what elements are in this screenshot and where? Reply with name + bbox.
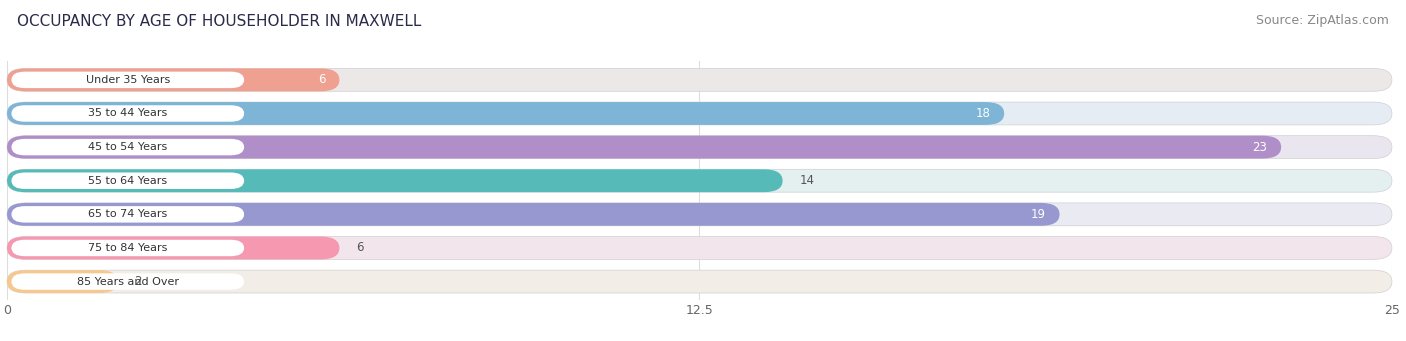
FancyBboxPatch shape bbox=[11, 105, 245, 122]
Text: Source: ZipAtlas.com: Source: ZipAtlas.com bbox=[1256, 14, 1389, 27]
Text: 14: 14 bbox=[799, 174, 814, 187]
FancyBboxPatch shape bbox=[7, 203, 1392, 226]
FancyBboxPatch shape bbox=[7, 136, 1392, 159]
Text: 65 to 74 Years: 65 to 74 Years bbox=[89, 209, 167, 219]
Text: 85 Years and Over: 85 Years and Over bbox=[77, 277, 179, 286]
FancyBboxPatch shape bbox=[11, 273, 245, 290]
FancyBboxPatch shape bbox=[7, 270, 118, 293]
Text: 55 to 64 Years: 55 to 64 Years bbox=[89, 176, 167, 186]
Text: 6: 6 bbox=[318, 73, 326, 86]
FancyBboxPatch shape bbox=[11, 206, 245, 223]
FancyBboxPatch shape bbox=[7, 169, 783, 192]
FancyBboxPatch shape bbox=[7, 237, 1392, 260]
FancyBboxPatch shape bbox=[7, 169, 1392, 192]
Text: 75 to 84 Years: 75 to 84 Years bbox=[89, 243, 167, 253]
FancyBboxPatch shape bbox=[7, 237, 339, 260]
FancyBboxPatch shape bbox=[7, 102, 1004, 125]
FancyBboxPatch shape bbox=[11, 240, 245, 256]
Text: 6: 6 bbox=[356, 241, 364, 254]
FancyBboxPatch shape bbox=[7, 69, 1392, 91]
FancyBboxPatch shape bbox=[7, 270, 1392, 293]
FancyBboxPatch shape bbox=[11, 173, 245, 189]
FancyBboxPatch shape bbox=[7, 69, 339, 91]
FancyBboxPatch shape bbox=[7, 203, 1060, 226]
FancyBboxPatch shape bbox=[11, 139, 245, 155]
Text: 18: 18 bbox=[976, 107, 990, 120]
FancyBboxPatch shape bbox=[7, 102, 1392, 125]
Text: Under 35 Years: Under 35 Years bbox=[86, 75, 170, 85]
Text: 2: 2 bbox=[135, 275, 142, 288]
Text: 35 to 44 Years: 35 to 44 Years bbox=[89, 108, 167, 118]
FancyBboxPatch shape bbox=[7, 136, 1281, 159]
Text: 19: 19 bbox=[1031, 208, 1046, 221]
Text: 23: 23 bbox=[1253, 140, 1267, 153]
Text: OCCUPANCY BY AGE OF HOUSEHOLDER IN MAXWELL: OCCUPANCY BY AGE OF HOUSEHOLDER IN MAXWE… bbox=[17, 14, 422, 29]
Text: 45 to 54 Years: 45 to 54 Years bbox=[89, 142, 167, 152]
FancyBboxPatch shape bbox=[11, 72, 245, 88]
